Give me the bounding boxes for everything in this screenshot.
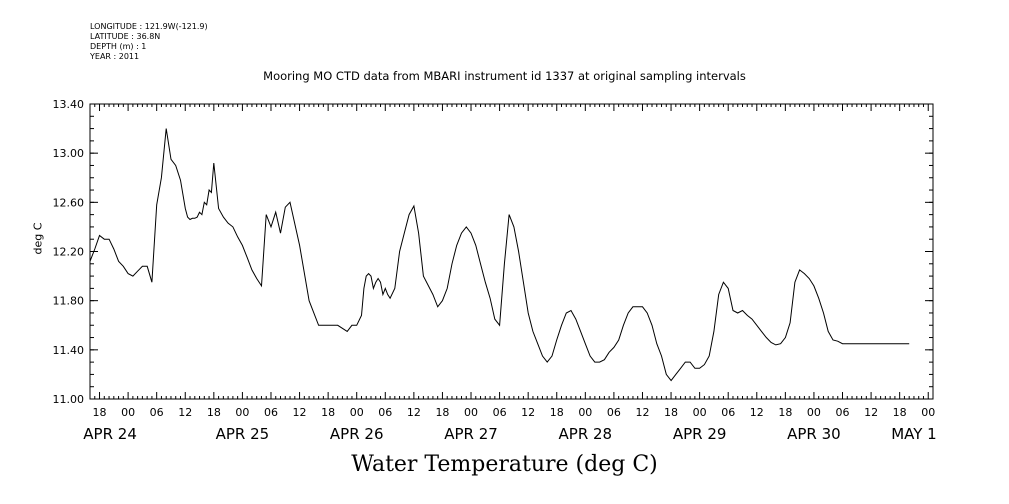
x-hour-label: 06: [264, 406, 278, 419]
chart-title: Mooring MO CTD data from MBARI instrumen…: [263, 69, 746, 83]
x-hour-label: 06: [607, 406, 621, 419]
x-hour-label: 12: [178, 406, 192, 419]
x-hour-label: 18: [664, 406, 678, 419]
x-hour-label: 00: [464, 406, 478, 419]
x-hour-label: 00: [693, 406, 707, 419]
x-hour-label: 00: [921, 406, 935, 419]
x-hour-label: 06: [378, 406, 392, 419]
temperature-line: [89, 128, 910, 382]
y-tick-label: 12.60: [53, 196, 85, 209]
y-tick-label: 12.20: [53, 246, 85, 259]
x-hour-label: 00: [235, 406, 249, 419]
x-hour-label: 12: [635, 406, 649, 419]
x-hour-label: 06: [836, 406, 850, 419]
x-hour-label: 18: [778, 406, 792, 419]
plot-frame: [89, 103, 934, 400]
x-hour-label: 18: [321, 406, 335, 419]
x-hour-label: 18: [93, 406, 107, 419]
x-hour-label: 00: [578, 406, 592, 419]
x-axis-title: Water Temperature (deg C): [351, 452, 658, 477]
x-hour-label: 12: [293, 406, 307, 419]
latitude-text: LATITUDE : 36.8N: [90, 32, 161, 41]
x-hour-label: 06: [493, 406, 507, 419]
x-hour-label: 12: [750, 406, 764, 419]
x-day-label: APR 29: [673, 425, 727, 443]
metadata-block: LONGITUDE : 121.9W(-121.9) LATITUDE : 36…: [90, 22, 208, 62]
depth-text: DEPTH (m) : 1: [90, 42, 147, 51]
year-text: YEAR : 2011: [90, 52, 140, 61]
x-day-label: APR 30: [787, 425, 841, 443]
x-day-label: MAY 1: [891, 425, 937, 443]
x-hour-label: 18: [550, 406, 564, 419]
x-hour-label: 00: [807, 406, 821, 419]
x-axis: 18 00 06 12 18 00 06 12 18 00 06 12 18 00 06 12 18 00 06 12…: [83, 104, 937, 443]
x-hour-label: 18: [893, 406, 907, 419]
x-hour-label: 00: [350, 406, 364, 419]
y-axis: 11.00 11.40 11.80 12.20 12.60 13.00 13.40: [53, 98, 933, 406]
series-layer: [89, 128, 910, 382]
x-hour-label: 00: [121, 406, 135, 419]
y-tick-label: 11.40: [53, 344, 85, 357]
y-tick-label: 11.80: [53, 295, 85, 308]
x-hour-label: 06: [721, 406, 735, 419]
x-day-label: APR 25: [216, 425, 270, 443]
x-day-label: APR 24: [83, 425, 137, 443]
x-hour-label: 12: [864, 406, 878, 419]
y-tick-label: 13.00: [53, 147, 85, 160]
x-day-label: APR 28: [559, 425, 613, 443]
x-hour-label: 18: [207, 406, 221, 419]
x-hour-label: 12: [407, 406, 421, 419]
x-day-label: APR 27: [444, 425, 498, 443]
y-tick-label: 13.40: [53, 98, 85, 111]
x-hour-label: 12: [521, 406, 535, 419]
y-tick-label: 11.00: [53, 393, 85, 406]
longitude-text: LONGITUDE : 121.9W(-121.9): [90, 22, 208, 31]
x-day-label: APR 26: [330, 425, 384, 443]
x-hour-label: 06: [150, 406, 164, 419]
x-hour-label: 18: [435, 406, 449, 419]
